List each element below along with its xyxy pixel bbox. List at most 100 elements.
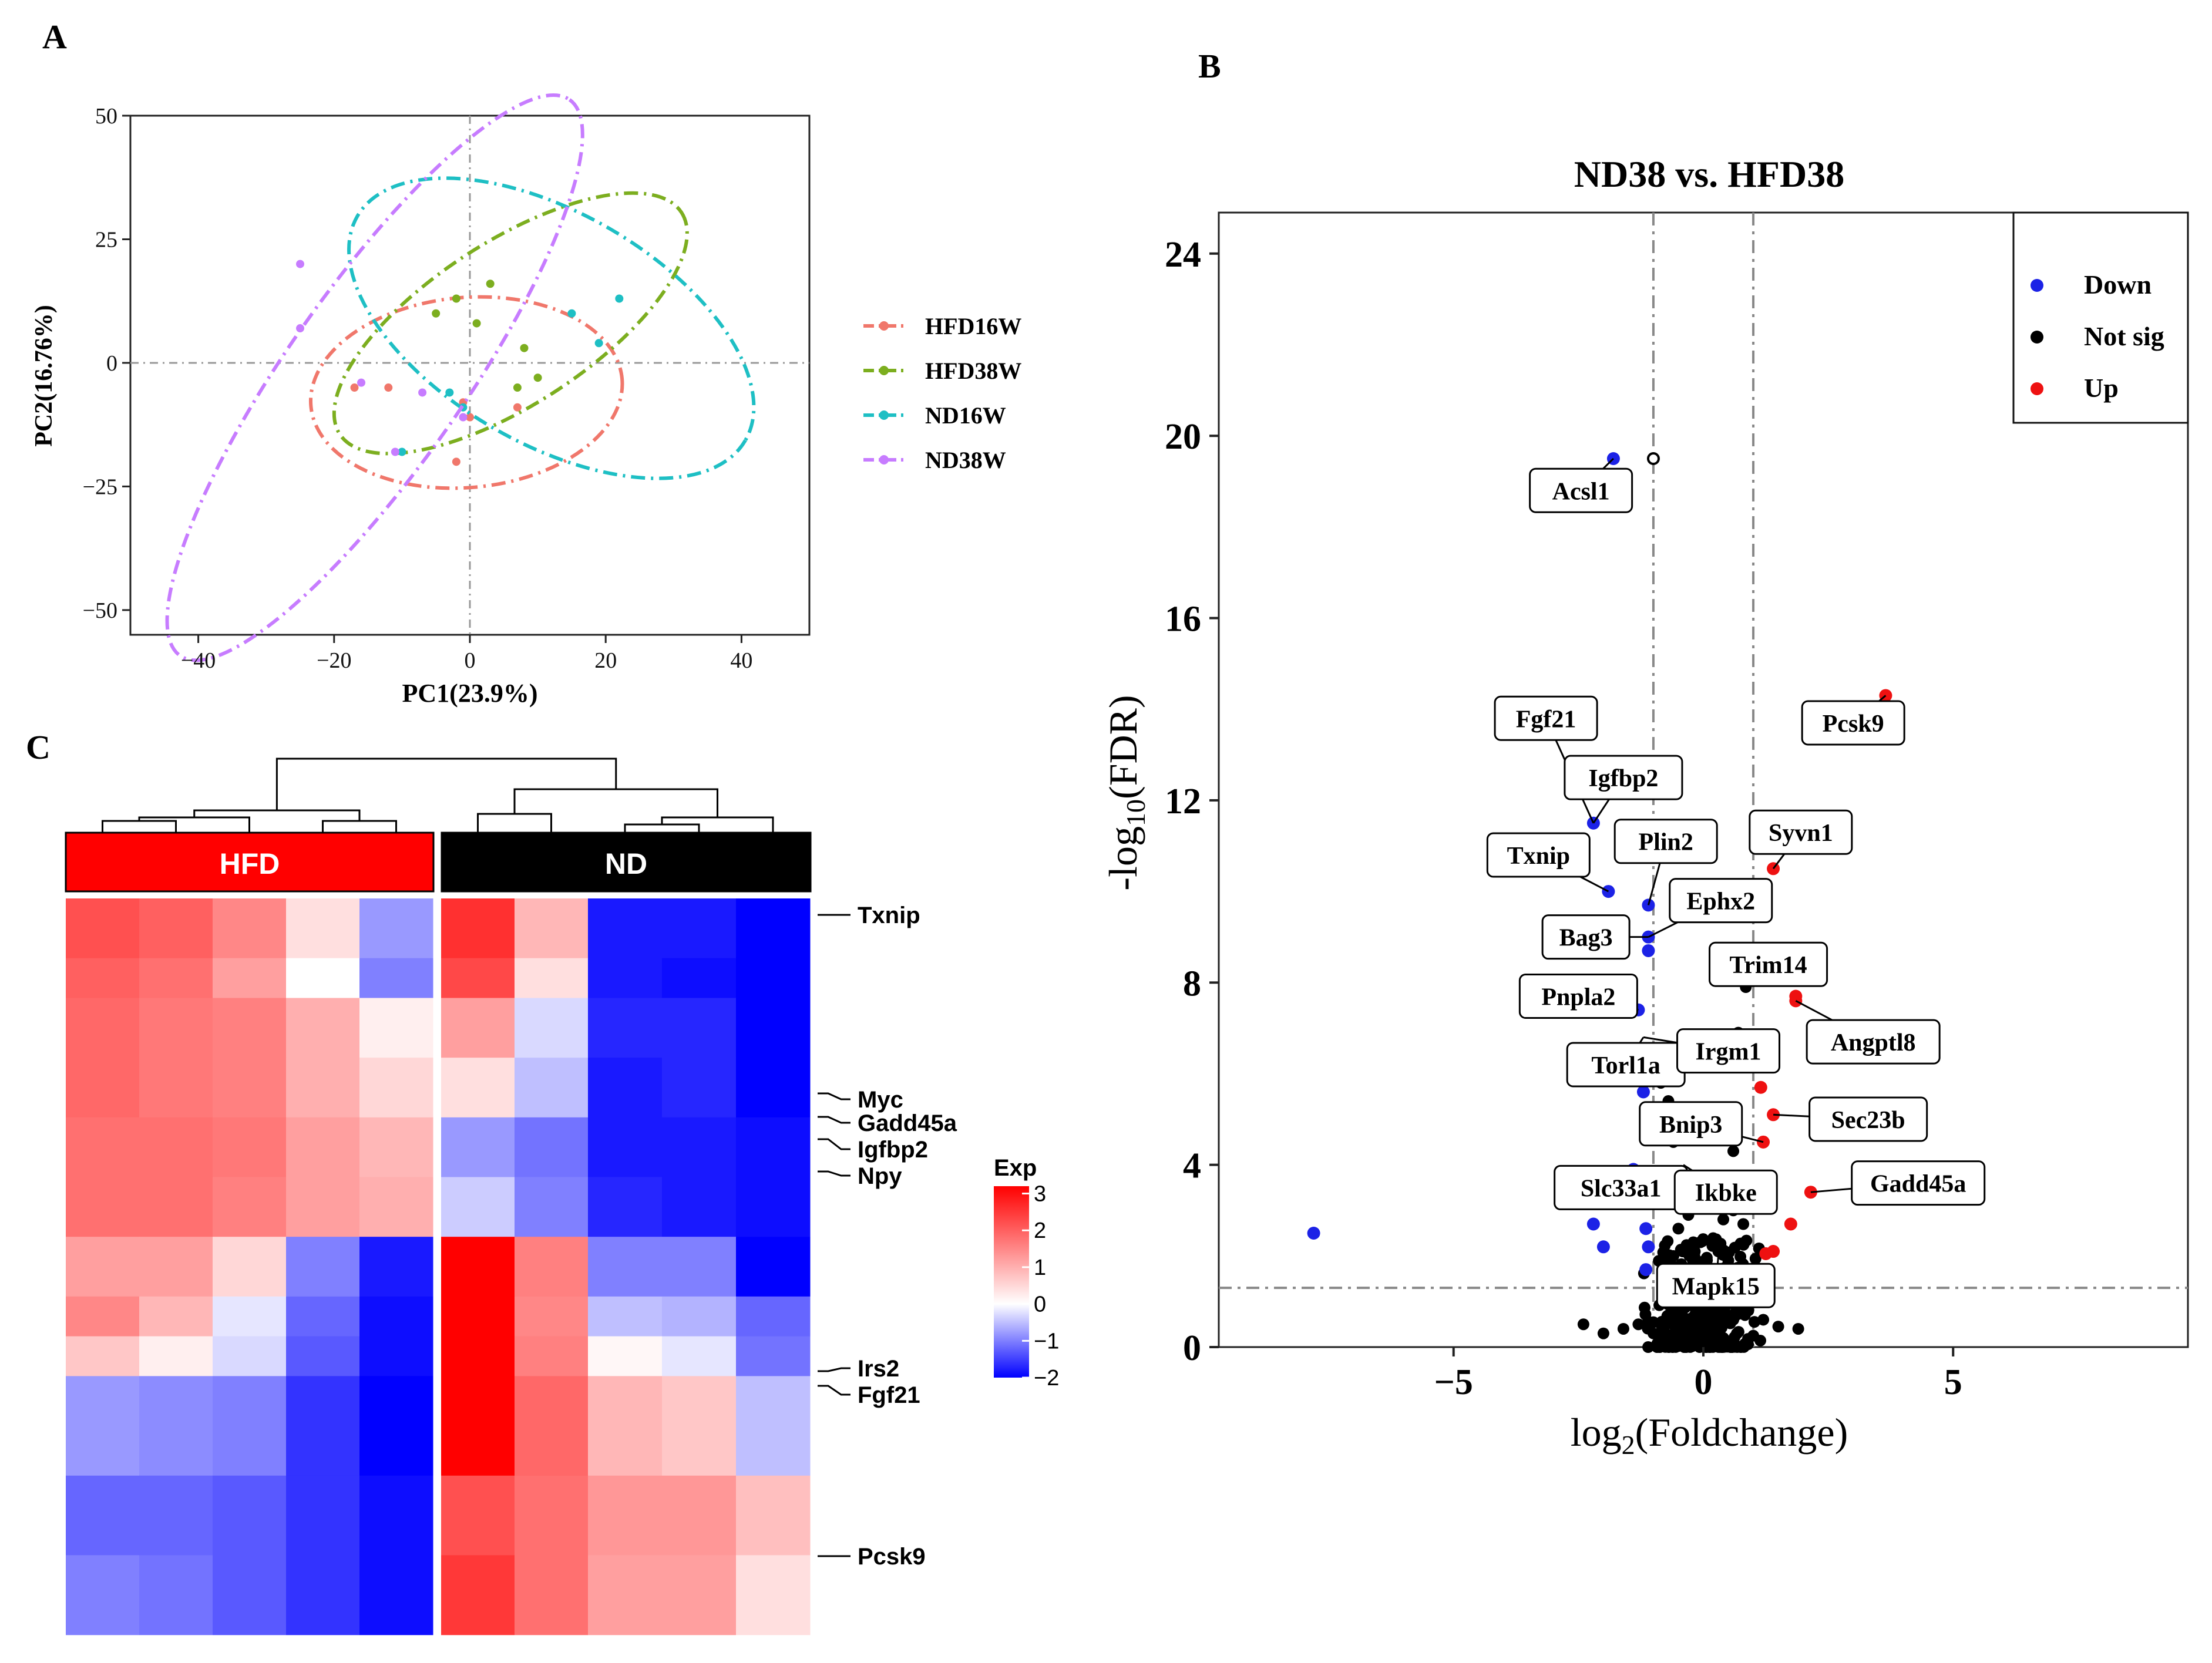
volcano-point-notsig [1748, 1316, 1760, 1328]
volcano-x-tick-label: 0 [1695, 1362, 1713, 1402]
group-bar-hfd [65, 832, 435, 893]
heatmap-cell [662, 1296, 737, 1337]
heatmap-cell [359, 1177, 433, 1237]
pca-legend-label: ND16W [925, 402, 1006, 429]
heatmap-cell [441, 1117, 515, 1177]
dendrogram-branch [102, 820, 177, 833]
pca-legend-dot [879, 321, 889, 331]
pca-y-tick-label: −50 [83, 598, 117, 623]
volcano-point-notsig [1632, 1318, 1645, 1331]
heatmap-cell [213, 1177, 287, 1237]
volcano-point-notsig [1651, 1338, 1663, 1350]
heatmap-cell [286, 1336, 360, 1376]
heatmap-legend-tick-label: 2 [1034, 1218, 1046, 1243]
heatmap-cell [736, 1475, 811, 1556]
heatmap-cell [588, 1475, 663, 1556]
heatmap-cell [736, 1237, 811, 1297]
heatmap-cell [286, 1177, 360, 1237]
volcano-point-notsig [1710, 1233, 1722, 1245]
heatmap-cell [441, 1177, 515, 1237]
heatmap-cell [736, 1336, 811, 1376]
heatmap-cell [66, 1177, 140, 1237]
heatmap-gene-leader [818, 1138, 850, 1150]
group-bar-nd [441, 832, 812, 893]
heatmap-legend-tick-label: 0 [1034, 1292, 1046, 1317]
heatmap-cell [662, 1058, 737, 1118]
heatmap-cell [66, 1058, 140, 1118]
heatmap-cells [66, 898, 811, 1635]
volcano-gene-label: Bnip3 [1659, 1112, 1722, 1139]
volcano-label-box [1529, 467, 1633, 513]
heatmap-cell [515, 1555, 589, 1635]
volcano-point-up [1789, 989, 1803, 1003]
volcano-point-notsig [1659, 1240, 1671, 1252]
heatmap-cell [662, 958, 737, 998]
heatmap-cell [662, 1237, 737, 1297]
volcano-gene-label: Plin2 [1639, 829, 1693, 856]
heatmap-cell [662, 1376, 737, 1476]
volcano-y-axis-label: -log10(FDR) [1101, 695, 1151, 890]
heatmap-cell [213, 898, 287, 959]
heatmap-cell [515, 958, 589, 998]
heatmap-cell [359, 1296, 433, 1337]
pca-point-hfd16w [466, 413, 474, 422]
volcano-legend: Down Not sig Up [2031, 270, 2164, 403]
heatmap-cell [588, 1555, 663, 1635]
volcano-point-notsig [1734, 1237, 1747, 1250]
heatmap-cell [286, 1058, 360, 1118]
heatmap-cell [66, 1237, 140, 1297]
heatmap-cell [139, 1117, 213, 1177]
volcano-point-notsig [1687, 1236, 1699, 1248]
pca-ellipse-nd16w [347, 176, 756, 480]
volcano-gene-label: Pcsk9 [1823, 711, 1884, 738]
pca-point-hfd16w [513, 403, 522, 412]
volcano-x-tick-label: −5 [1434, 1362, 1473, 1402]
volcano-point-notsig [1717, 1213, 1730, 1226]
volcano-point-notsig [1747, 1329, 1760, 1342]
heatmap-legend-ticks: 3 2 1 0 −1 −2 [1022, 1182, 1059, 1391]
heatmap-cell [736, 1376, 811, 1476]
pca-legend-label: HFD16W [925, 313, 1021, 339]
volcano-gene-label: Txnip [1507, 843, 1570, 870]
volcano-point-notsig [1672, 1223, 1685, 1235]
volcano-point-notsig [1642, 1341, 1655, 1353]
heatmap-cell [359, 1475, 433, 1556]
volcano-point-notsig [1717, 1332, 1730, 1344]
volcano-ticks: −5 0 5 0 4 8 12 16 20 24 [1165, 235, 1962, 1402]
volcano-point-notsig [1731, 1327, 1743, 1339]
dendrogram-branch [322, 820, 397, 833]
pca-point-hfd16w [350, 383, 359, 392]
heatmap-cell [588, 1296, 663, 1337]
volcano-label-box [1709, 941, 1828, 987]
pca-point-hfd16w [384, 383, 393, 392]
volcano-x-axis-label: log2(Foldchange) [1571, 1410, 1848, 1460]
volcano-point-down [1636, 1085, 1650, 1099]
heatmap-cell [736, 1177, 811, 1237]
heatmap-cell [588, 1177, 663, 1237]
volcano-y-tick-label: 12 [1165, 782, 1201, 822]
pca-ellipse-hfd16w [308, 295, 624, 490]
heatmap-cell [213, 1237, 287, 1297]
heatmap-cell [66, 958, 140, 998]
volcano-point-notsig [1674, 1324, 1686, 1337]
volcano-point-notsig [1749, 1253, 1761, 1265]
heatmap-color-scale [994, 1186, 1029, 1378]
volcano-point-notsig [1617, 1322, 1629, 1335]
pca-x-tick-label: −40 [181, 648, 216, 673]
volcano-point-notsig [1712, 1245, 1724, 1258]
volcano-point-notsig [1772, 1321, 1784, 1333]
volcano-point-notsig [1693, 1326, 1706, 1338]
heatmap-cell [286, 998, 360, 1058]
heatmap-cell [359, 1376, 433, 1476]
volcano-point-up [1784, 1217, 1797, 1231]
volcano-point-down [1639, 1263, 1653, 1277]
pca-point-hfd38w [520, 344, 529, 352]
volcano-gene-label: Trim14 [1729, 952, 1807, 979]
heatmap-cell [588, 958, 663, 998]
heatmap-cell [588, 1336, 663, 1376]
volcano-point-notsig [1597, 1327, 1609, 1339]
volcano-point-notsig [1737, 1341, 1750, 1353]
volcano-point-notsig [1667, 1250, 1679, 1262]
panel-label-a: A [42, 18, 67, 56]
